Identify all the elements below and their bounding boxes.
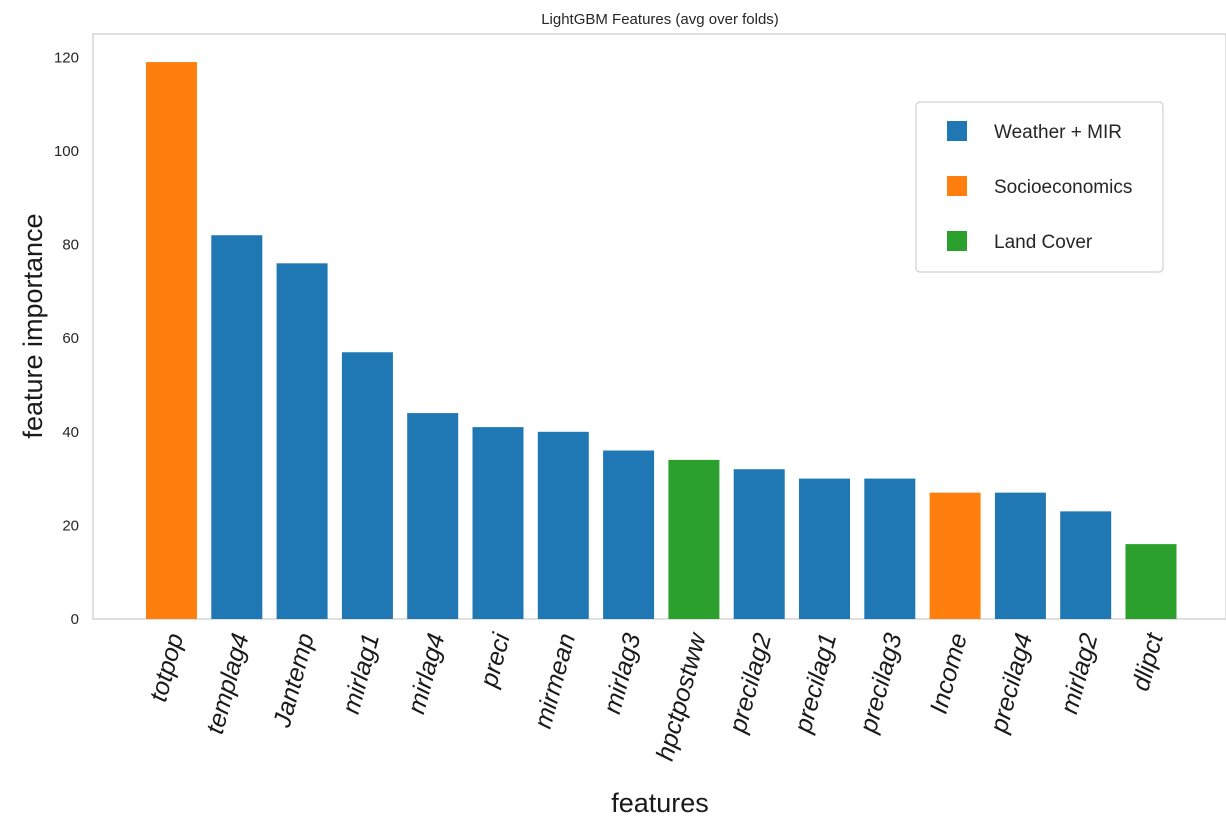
x-tick-label-preci: preci xyxy=(474,629,516,691)
x-axis-title: features xyxy=(611,788,709,818)
x-tick-label-precilag3: precilag3 xyxy=(854,630,908,736)
bar-precilag4 xyxy=(994,492,1046,619)
bar-precilag2 xyxy=(733,469,785,619)
chart-title: LightGBM Features (avg over folds) xyxy=(541,11,779,28)
bars xyxy=(146,62,1177,620)
y-tick-label: 20 xyxy=(62,517,79,534)
bar-templag4 xyxy=(211,235,263,620)
bar-dlipct xyxy=(1125,544,1177,619)
y-tick-label: 60 xyxy=(62,330,79,347)
bar-mirlag1 xyxy=(341,352,393,619)
x-tick-label-precilag1: precilag1 xyxy=(789,630,843,736)
bar-precilag3 xyxy=(864,478,916,619)
bar-income xyxy=(929,492,981,619)
y-tick-label: 100 xyxy=(54,143,79,160)
y-tick-label: 0 xyxy=(71,611,79,628)
x-tick-label-precilag4: precilag4 xyxy=(985,630,1039,736)
legend-swatch-weather-mir xyxy=(947,121,967,141)
bar-totpop xyxy=(146,62,197,619)
y-axis-ticks: 0 20 40 60 80 100 120 xyxy=(54,49,79,628)
y-tick-label: 80 xyxy=(62,237,79,254)
y-axis-title: feature importance xyxy=(18,213,48,438)
x-axis-tick-labels: totpop templag4 Jantemp mirlag1 mirlag4 preci… xyxy=(144,628,1169,763)
legend-items: Weather + MIR Socioeconomics Land Cover xyxy=(947,121,1132,253)
y-tick-label: 40 xyxy=(62,424,79,441)
bar-mirlag3 xyxy=(603,450,655,619)
bar-jantemp xyxy=(276,263,328,619)
x-tick-label-mirlag1: mirlag1 xyxy=(337,630,385,716)
x-tick-label-hpctpostww: hpctpostww xyxy=(651,628,712,763)
x-tick-label-mirlag2: mirlag2 xyxy=(1055,630,1103,717)
legend-label-land-cover: Land Cover xyxy=(994,232,1093,253)
bar-preci xyxy=(472,427,524,619)
legend-label-socioeconomics: Socioeconomics xyxy=(994,177,1132,198)
legend-swatch-land-cover xyxy=(947,231,967,251)
bar-mirlag4 xyxy=(407,413,459,619)
y-tick-label: 120 xyxy=(54,49,79,66)
x-tick-label-jantemp: Jantemp xyxy=(268,630,320,731)
bar-mirlag2 xyxy=(1060,511,1112,619)
bar-hpctpostww xyxy=(668,459,720,619)
x-tick-label-income: Income xyxy=(925,630,973,716)
x-tick-label-mirlag4: mirlag4 xyxy=(402,630,450,716)
x-tick-label-templag4: templag4 xyxy=(201,630,255,737)
x-tick-label-mirlag3: mirlag3 xyxy=(598,630,646,717)
legend-swatch-socioeconomics xyxy=(947,176,967,196)
bar-mirmean xyxy=(537,431,589,619)
legend: Weather + MIR Socioeconomics Land Cover xyxy=(915,101,1164,273)
bar-precilag1 xyxy=(799,478,850,619)
x-tick-label-totpop: totpop xyxy=(144,630,189,704)
legend-label-weather-mir: Weather + MIR xyxy=(994,122,1122,143)
x-tick-label-dlipct: dlipct xyxy=(1127,629,1169,694)
x-tick-label-precilag2: precilag2 xyxy=(723,630,777,736)
x-tick-label-mirmean: mirmean xyxy=(529,630,581,731)
legend-box xyxy=(915,101,1164,273)
